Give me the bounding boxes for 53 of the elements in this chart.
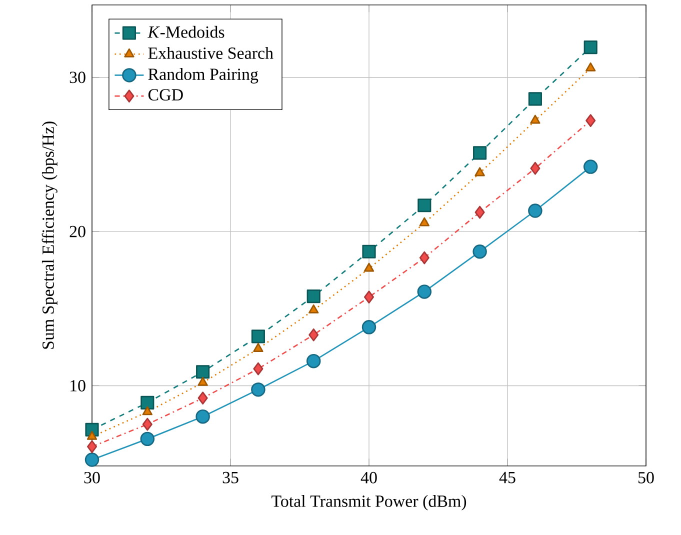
y-axis-title: Sum Spectral Efficiency (bps/Hz): [42, 122, 58, 349]
point: [472, 244, 487, 259]
point: [528, 204, 542, 218]
point: [253, 362, 264, 376]
point: [583, 160, 598, 174]
x-tick-label: 50: [638, 472, 654, 484]
point: [306, 354, 321, 368]
point: [142, 406, 152, 416]
point: [86, 430, 98, 440]
point: [584, 40, 598, 54]
point: [140, 432, 155, 446]
point: [586, 62, 596, 72]
point: [306, 290, 320, 304]
x-tick-label: 30: [84, 472, 100, 484]
point: [362, 320, 376, 334]
point: [251, 382, 266, 397]
point: [198, 392, 208, 405]
point: [474, 167, 485, 176]
point: [196, 365, 210, 379]
point: [196, 409, 210, 424]
point: [418, 198, 432, 212]
legend-label: CGD: [148, 89, 183, 101]
point: [419, 217, 430, 226]
x-tick-label: 45: [499, 472, 516, 484]
point: [142, 418, 152, 431]
point: [87, 440, 98, 454]
point: [84, 452, 100, 467]
y-tick-label: 30: [70, 72, 86, 84]
point: [308, 328, 319, 342]
point: [140, 396, 154, 410]
legend-label: Exhaustive Search: [148, 46, 274, 59]
point: [362, 244, 376, 258]
x-axis-title: Total Transmit Power (dBm): [272, 495, 466, 510]
point: [419, 251, 430, 264]
x-tick-label: 40: [360, 472, 377, 484]
y-tick-label: 20: [70, 226, 86, 238]
legend-label: K-Medoids: [148, 26, 224, 38]
point: [253, 343, 264, 352]
y-tick-label: 10: [70, 380, 86, 392]
point: [364, 262, 374, 272]
point: [586, 114, 596, 128]
point: [530, 162, 540, 175]
point: [530, 114, 540, 124]
point: [198, 376, 208, 386]
x-tick-label: 35: [222, 472, 238, 484]
point: [473, 146, 487, 160]
point: [308, 304, 319, 314]
point: [474, 206, 485, 219]
point: [528, 92, 542, 106]
point: [251, 330, 265, 344]
legend-label: Random Pairing: [148, 68, 258, 84]
point: [417, 284, 432, 299]
point: [364, 290, 374, 304]
